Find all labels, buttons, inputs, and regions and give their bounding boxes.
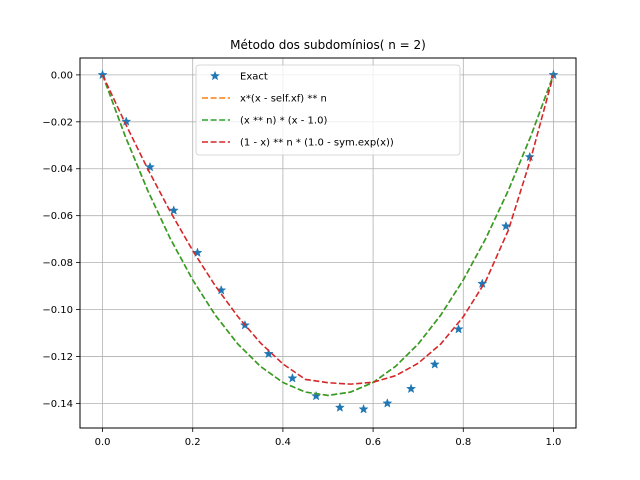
axes: 0.0 0.2 0.4 0.6 0.8 1.0 0.00 −0.02 −0.04 −0.06 −0.…	[42, 70, 561, 448]
y-tick-label: −0.14	[42, 399, 73, 410]
legend: Exact x*(x - self.xf) ** n (x ** n) * (x -…	[195, 64, 461, 156]
legend-box	[195, 64, 461, 156]
data-point-exact	[453, 323, 464, 334]
legend-marker	[209, 70, 221, 81]
x-tick-label: 0.6	[365, 437, 381, 448]
plot-frame	[79, 57, 577, 429]
x-tick-label: 0.4	[275, 437, 291, 448]
x-tick-label: 0.8	[455, 437, 471, 448]
data-point-exact	[121, 116, 132, 126]
data-point-exact	[168, 205, 179, 215]
legend-label: Exact	[240, 72, 268, 83]
series-line	[101, 74, 555, 397]
legend-label: x*(x - self.xf) ** n	[240, 94, 327, 105]
data-point-exact	[358, 403, 369, 414]
legend-label: (1 - x) ** n * (1.0 - sym.exp(x))	[240, 138, 394, 149]
legend-label: (x ** n) * (x - 1.0)	[240, 116, 327, 127]
y-tick-label: −0.08	[42, 258, 73, 269]
y-tick-label: 0.00	[51, 70, 73, 81]
x-tick-label: 0.0	[95, 437, 111, 448]
x-tick-label: 1.0	[546, 437, 562, 448]
data-point-exact	[263, 348, 274, 359]
data-point-exact	[406, 383, 417, 394]
data-point-exact	[144, 161, 156, 172]
chart-title: Método dos subdomínios( n = 2)	[230, 38, 426, 52]
data-point-exact	[192, 247, 203, 258]
y-tick-label: −0.04	[42, 164, 73, 175]
y-tick-label: −0.12	[42, 352, 73, 363]
data-point-exact	[287, 372, 298, 383]
y-tick-label: −0.10	[42, 305, 73, 316]
data-point-exact	[524, 151, 535, 162]
series-line	[101, 74, 555, 385]
plot-series	[97, 69, 559, 414]
y-tick-label: −0.02	[42, 117, 73, 128]
x-tick-label: 0.2	[185, 437, 201, 448]
data-point-exact	[334, 402, 345, 412]
data-point-exact	[382, 398, 393, 408]
y-tick-label: −0.06	[42, 211, 73, 222]
data-point-exact	[429, 359, 440, 369]
